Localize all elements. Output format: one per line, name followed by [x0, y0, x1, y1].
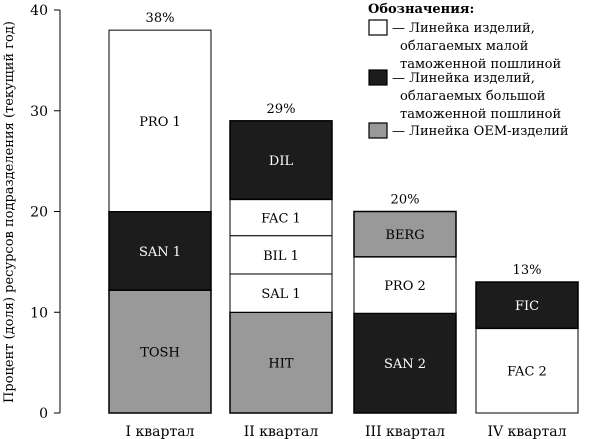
bar-segment-sal-1	[229, 273, 333, 313]
y-tick-label: 0	[39, 406, 48, 422]
legend-text-line: таможенной пошлиной	[400, 107, 561, 122]
segment-label: BIL 1	[263, 249, 299, 264]
segment-label: BERG	[385, 228, 424, 243]
segment-label: DIL	[269, 154, 294, 169]
bar-segment-dil	[229, 120, 333, 201]
y-axis-label: Процент (доля) ресурсов подразделения (т…	[2, 21, 17, 403]
legend-text-line: — Линейка изделий,	[392, 71, 535, 86]
bar-segment-tosh	[108, 289, 212, 414]
segment-label: FAC 2	[507, 365, 547, 380]
y-tick-label: 30	[30, 104, 48, 120]
x-tick-label: III квартал	[365, 424, 445, 439]
bar-total-label: 13%	[513, 263, 542, 278]
segment-label: SAN 2	[384, 357, 426, 372]
bar-segment-berg	[353, 210, 457, 258]
y-tick-label: 40	[30, 3, 48, 19]
bar-total-label: 20%	[391, 193, 420, 208]
bars: TOSH SAN 1 PRO 1 38% HIT SAL 1 BIL 1 FAC 1 DIL 29…	[108, 11, 579, 414]
x-tick-label: IV квартал	[487, 424, 566, 439]
legend-text-line: облагаемых малой	[400, 39, 528, 54]
x-tick-label: II квартал	[244, 424, 319, 439]
segment-label: PRO 2	[384, 279, 426, 294]
bar-segment-san-2	[353, 312, 457, 414]
bar-segment-fac-2	[475, 327, 579, 414]
bar-total-label: 38%	[146, 11, 175, 26]
y-tick-label: 10	[30, 305, 48, 321]
segment-label: TOSH	[140, 346, 180, 361]
segment-label: HIT	[268, 357, 293, 372]
bar-segment-san-1	[108, 210, 212, 291]
bar-segment-bil-1	[229, 235, 333, 275]
segment-label: PRO 1	[139, 115, 181, 130]
legend-swatch-low	[368, 19, 388, 36]
bar-segment-pro-2	[353, 256, 457, 314]
bar-total-label: 29%	[267, 102, 296, 117]
bar-segment-fic	[475, 281, 579, 330]
x-axis-ticks: I квартал II квартал III квартал IV квартал	[126, 424, 567, 439]
bar-segment-fac-1	[229, 198, 333, 237]
legend: Обозначения: — Линейка изделий, облагаемых…	[368, 2, 569, 139]
bar-segment-pro-1	[108, 29, 212, 213]
legend-text-line: — Линейка изделий,	[392, 21, 535, 36]
legend-text-line: облагаемых большой	[400, 89, 545, 104]
segment-label: SAL 1	[261, 287, 300, 302]
legend-text-line: таможенной пошлиной	[400, 57, 561, 72]
y-tick-label: 20	[30, 205, 48, 221]
legend-text-line: — Линейка OEM-изделий	[392, 124, 569, 139]
segment-label: FIC	[515, 299, 539, 314]
legend-swatch-high	[368, 69, 388, 86]
segment-label: SAN 1	[139, 245, 181, 260]
bar-segment-hit	[229, 311, 333, 414]
legend-title: Обозначения:	[368, 2, 474, 17]
segment-label: FAC 1	[261, 212, 301, 227]
y-axis: 0 10 20 30 40	[30, 3, 61, 422]
x-tick-label: I квартал	[126, 424, 195, 439]
legend-swatch-oem	[368, 122, 388, 139]
